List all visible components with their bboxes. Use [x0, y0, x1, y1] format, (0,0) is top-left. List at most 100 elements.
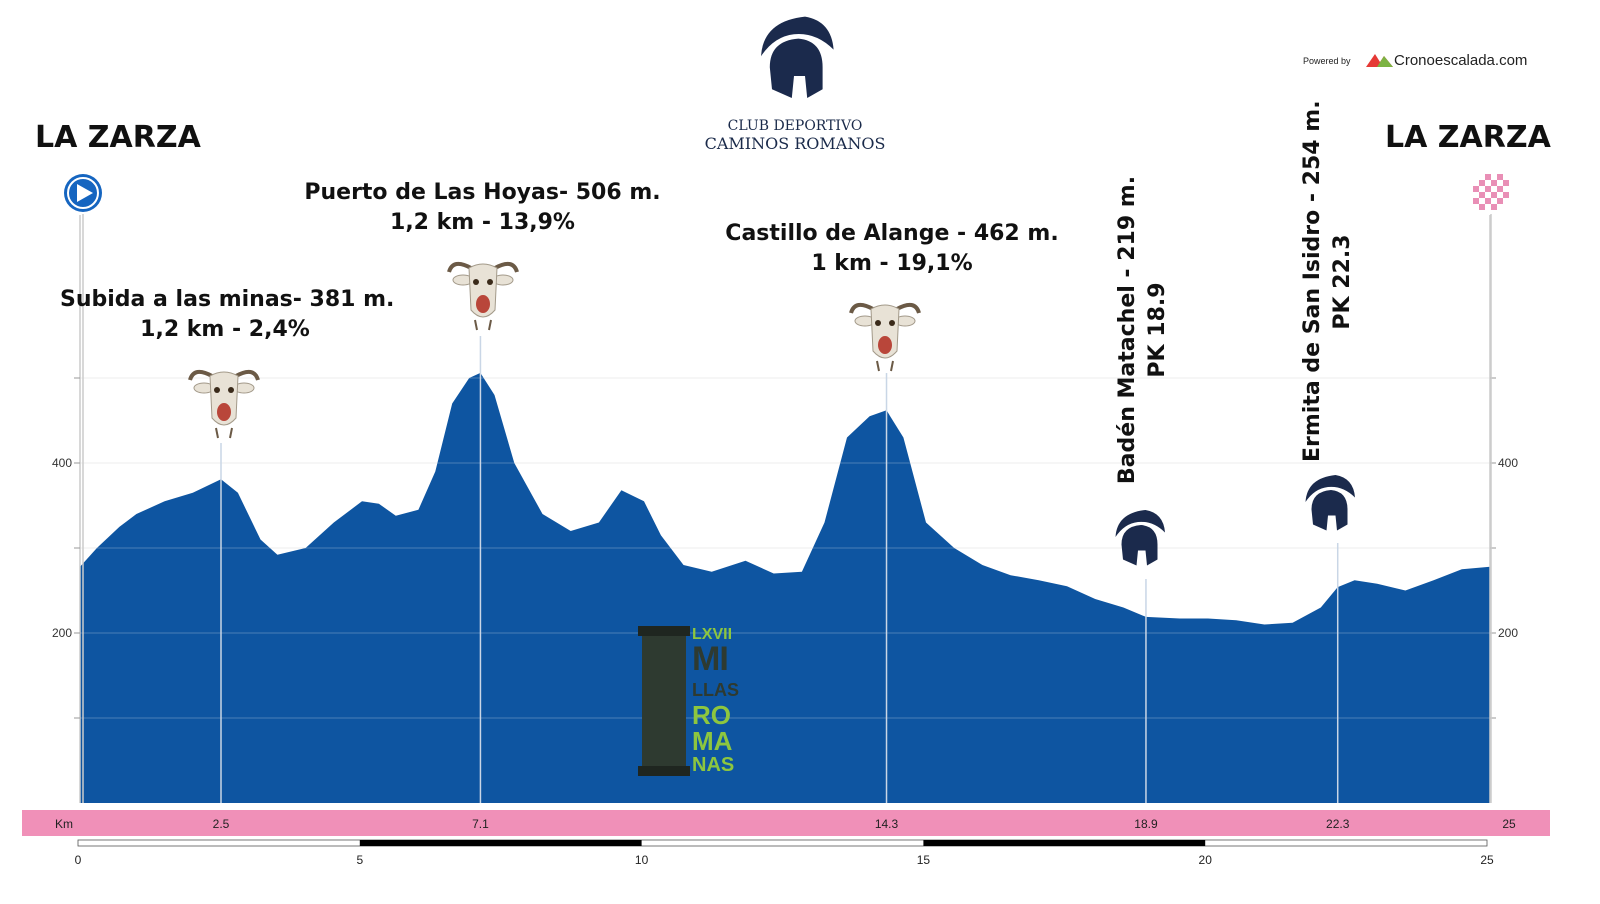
point-title: Badén Matachel - 219 m. [1115, 175, 1140, 485]
climb-detail: 1,2 km - 2,4% [140, 317, 310, 342]
millas-romanas-badge: LXVII MI LLAS RO MA NAS [638, 626, 748, 778]
helmet-visor [1329, 515, 1336, 529]
badge-column [642, 630, 686, 774]
km-bar: Km 2.5 7.1 14.3 18.9 22.3 25 [22, 810, 1550, 836]
km-bar-label: 25 [1502, 817, 1516, 831]
km-bar-background [22, 810, 1550, 836]
finish-check-cell [1479, 204, 1485, 210]
badge-text-6: NAS [692, 754, 735, 776]
finish-check-cell [1473, 198, 1479, 204]
goat-head [468, 263, 498, 318]
helmet-icon-2 [1305, 475, 1355, 531]
gridline-overlay [80, 377, 1490, 719]
goat-mouth [476, 295, 490, 313]
goat-eye-right [889, 320, 895, 326]
finish-check-cell [1503, 192, 1509, 198]
helmet-visor [1139, 550, 1146, 564]
badge-text-3: LLAS [692, 680, 739, 700]
goat-eye-left [473, 279, 479, 285]
finish-check-cell [1473, 186, 1479, 192]
helmet-icon-1 [1115, 510, 1165, 566]
goat-eye-right [487, 279, 493, 285]
badge-text-1: LXVII [692, 626, 733, 643]
club-helmet-logo [761, 16, 834, 98]
finish-check-cell [1491, 180, 1497, 186]
finish-name: LA ZARZA [1385, 120, 1551, 155]
goat-eye-left [214, 387, 220, 393]
powered-by-site: Cronoescalada.com [1394, 52, 1528, 69]
helmet-crest [1305, 475, 1355, 502]
km-bar-label: 14.3 [875, 817, 899, 831]
point-title: Ermita de San Isidro - 254 m. [1300, 100, 1325, 462]
scale-bar-frame [77, 839, 1488, 847]
goat-horn-right [494, 261, 519, 273]
start-marker-triangle [77, 184, 93, 202]
climb-title: Puerto de Las Hoyas- 506 m. [304, 180, 661, 205]
marker-lines [220, 336, 1339, 803]
finish-marker-icon [1472, 173, 1510, 211]
goat-head [209, 371, 239, 426]
goat-neck [215, 427, 233, 439]
icons-layer [64, 16, 1510, 803]
club-line-2: CAMINOS ROMANOS [704, 134, 886, 153]
scale-bar-segment [923, 840, 1206, 846]
goat-neck [876, 360, 894, 372]
km-bar-label: 7.1 [472, 817, 489, 831]
finish-check-cell [1503, 180, 1509, 186]
km-bar-label: 22.3 [1326, 817, 1350, 831]
finish-check-cell [1485, 186, 1491, 192]
x-tick-label: 10 [635, 853, 649, 867]
y-tick-label-left: 400 [52, 456, 72, 470]
goat-neck [474, 319, 492, 331]
goat-icon-2 [447, 261, 519, 331]
km-bar-axis-label: Km [55, 817, 73, 831]
climb-label-2: Puerto de Las Hoyas- 506 m. 1,2 km - 13,… [300, 178, 665, 238]
climb-title: Castillo de Alange - 462 m. [725, 221, 1059, 246]
cronoescalada-logo-icon [1366, 54, 1393, 67]
x-tick-label: 5 [356, 853, 363, 867]
x-tick-label: 25 [1480, 853, 1494, 867]
x-tick-label: 15 [917, 853, 931, 867]
goat-horn-right [235, 369, 260, 381]
logo-mountain-green [1377, 56, 1393, 67]
point-label-2: Ermita de San Isidro - 254 m. PK 22.3 [1298, 100, 1358, 462]
finish-check-cell [1497, 186, 1503, 192]
finish-check-cell [1491, 204, 1497, 210]
goat-eye-right [228, 387, 234, 393]
goat-horn-left [188, 369, 213, 381]
helmet-shell [1311, 490, 1348, 531]
goat-mouth [217, 403, 231, 421]
helmet-shell [769, 38, 823, 98]
y-tick-label-right: 400 [1498, 456, 1518, 470]
helmet-crest [761, 16, 834, 57]
finish-check-cell [1497, 198, 1503, 204]
scale-bar-segment [359, 840, 642, 846]
y-tick-label-right: 200 [1498, 626, 1518, 640]
goat-icon-3 [849, 302, 921, 372]
point-detail: PK 18.9 [1145, 282, 1170, 378]
powered-by-label: Powered by [1303, 56, 1351, 66]
helmet-visor [796, 76, 805, 96]
badge-text-2: MI [692, 640, 729, 678]
finish-check-cell [1485, 174, 1491, 180]
badge-column-top [638, 626, 690, 636]
goat-horn-left [849, 302, 874, 314]
x-tick-label: 20 [1199, 853, 1213, 867]
start-name: LA ZARZA [35, 120, 201, 155]
club-line-1: CLUB DEPORTIVO [727, 118, 863, 134]
badge-column-base [638, 766, 690, 776]
point-detail: PK 22.3 [1330, 234, 1355, 330]
climb-detail: 1,2 km - 13,9% [390, 210, 575, 235]
goat-icon-1 [188, 369, 260, 439]
goat-head [870, 304, 900, 359]
finish-check-cell [1479, 180, 1485, 186]
x-tick-label: 0 [75, 853, 82, 867]
helmet-crest [1115, 510, 1165, 537]
badge-text-4: RO [692, 700, 731, 730]
goat-mouth [878, 336, 892, 354]
badge-text-5: MA [692, 726, 733, 756]
goat-horn-right [896, 302, 921, 314]
start-marker-ring [67, 177, 99, 209]
